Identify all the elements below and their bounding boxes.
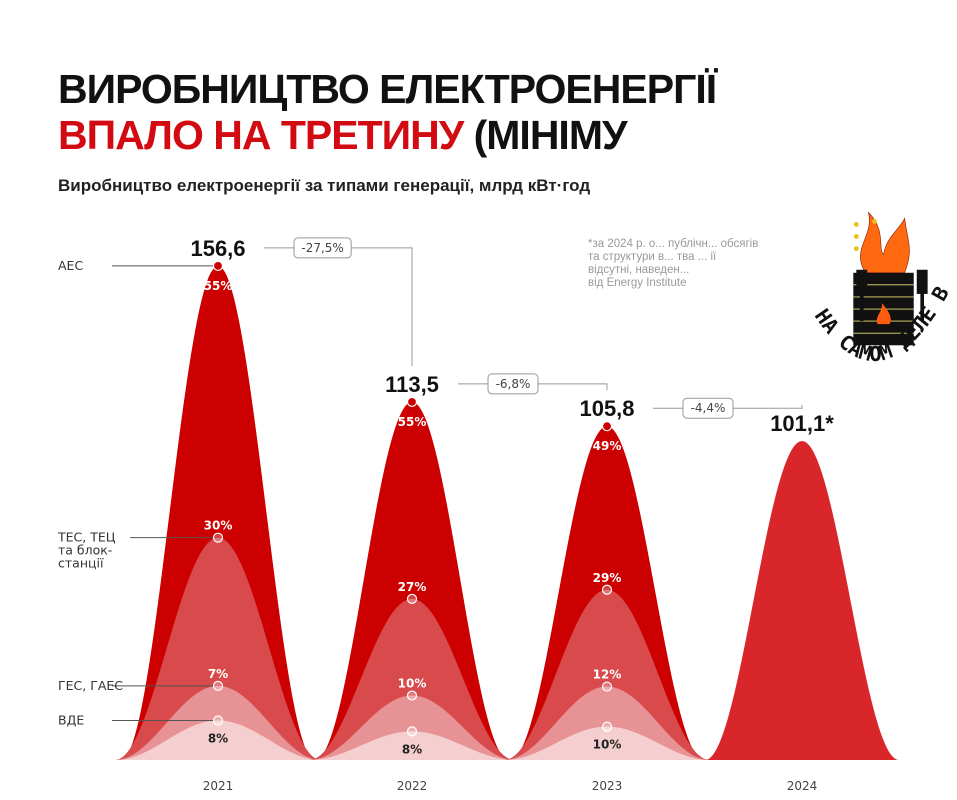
x-tick-label: 2021: [203, 779, 234, 793]
footnote-line: відсутні, наведен...: [588, 264, 690, 276]
data-label: 55%: [398, 415, 427, 429]
total-label: 101,1*: [770, 411, 834, 436]
change-label: -6,8%: [496, 377, 531, 391]
area-2022-tes: [309, 598, 515, 760]
change-label: -4,4%: [691, 401, 726, 415]
title-line-1: ВИРОБНИЦТВО ЕЛЕКТРОЕНЕРГІЇ: [58, 66, 717, 112]
change-badge: [293, 237, 352, 259]
area-2022-ges: [309, 695, 515, 760]
legend-label: АЕС: [58, 258, 83, 273]
data-point: [601, 721, 613, 732]
connector-line: [264, 247, 413, 366]
area-2021-tes: [115, 537, 321, 760]
data-label: 12%: [593, 668, 622, 682]
area-2023-ges: [504, 686, 710, 760]
data-point: [212, 715, 224, 726]
area-2021-vde: [115, 720, 321, 760]
connector-line: [458, 383, 608, 391]
title-red-part: ВПАЛО НА ТРЕТИНУ: [58, 112, 464, 158]
data-label: 29%: [593, 571, 622, 585]
chart-subtitle: Виробництво електроенергії за типами ген…: [58, 176, 591, 195]
title-line-2: ВПАЛО НА ТРЕТИНУ (МІНІМУ: [58, 112, 628, 158]
data-point: [406, 690, 418, 701]
total-label: 113,5: [385, 372, 439, 397]
x-tick-label: 2022: [397, 779, 428, 793]
data-label: 10%: [593, 738, 622, 752]
legend-label: та блок-: [58, 543, 112, 558]
bar-2024-total: [705, 441, 899, 760]
x-tick-label: 2023: [592, 779, 623, 793]
data-point: [406, 396, 418, 408]
data-point: [406, 593, 418, 604]
footnote-line: *за 2024 р. о... публічн... обсягів: [588, 238, 759, 250]
legend-label: ГЕС, ГАЕС: [58, 678, 123, 693]
legend-label: станції: [58, 556, 104, 571]
data-label: 10%: [398, 677, 427, 691]
legend-label: ТЕС, ТЕЦ: [57, 530, 116, 545]
change-badge: [487, 373, 539, 395]
watermark-logo: НА САМОМ ДЕЛЕ В ЛУГАНСКЕ: [808, 212, 953, 366]
change-badge: [682, 397, 734, 419]
footnote-line: від Energy Institute: [588, 277, 687, 289]
area-2023-vde: [504, 726, 710, 760]
area-2022-vde: [309, 731, 515, 760]
connector-line: [653, 405, 803, 409]
data-label: 8%: [208, 731, 228, 745]
area-2023-tes: [504, 589, 710, 760]
data-label: 55%: [204, 279, 233, 293]
data-label: 30%: [204, 519, 233, 533]
data-point: [601, 421, 613, 432]
area-2022-aes: [315, 402, 509, 760]
data-point: [212, 532, 224, 543]
data-label: 7%: [208, 667, 228, 681]
data-label: 27%: [398, 580, 427, 594]
area-2021-aes: [121, 266, 315, 760]
total-label: 105,8: [579, 396, 634, 421]
footnote: *за 2024 р. о... публічн... обсягів та с…: [588, 238, 758, 290]
x-tick-label: 2024: [787, 779, 818, 793]
data-point: [212, 260, 224, 272]
data-label: 49%: [593, 439, 622, 453]
change-label: -27,5%: [301, 241, 343, 255]
total-label: 156,6: [190, 236, 245, 261]
data-point: [601, 681, 613, 692]
footnote-line: та структури в... тва ... ії: [588, 251, 717, 263]
data-point: [406, 726, 418, 737]
legend-label: ВДЕ: [58, 712, 84, 727]
data-point: [601, 584, 613, 595]
data-label: 8%: [402, 742, 422, 756]
data-point: [212, 680, 224, 691]
title-black-part: (МІНІМУ: [473, 112, 628, 158]
